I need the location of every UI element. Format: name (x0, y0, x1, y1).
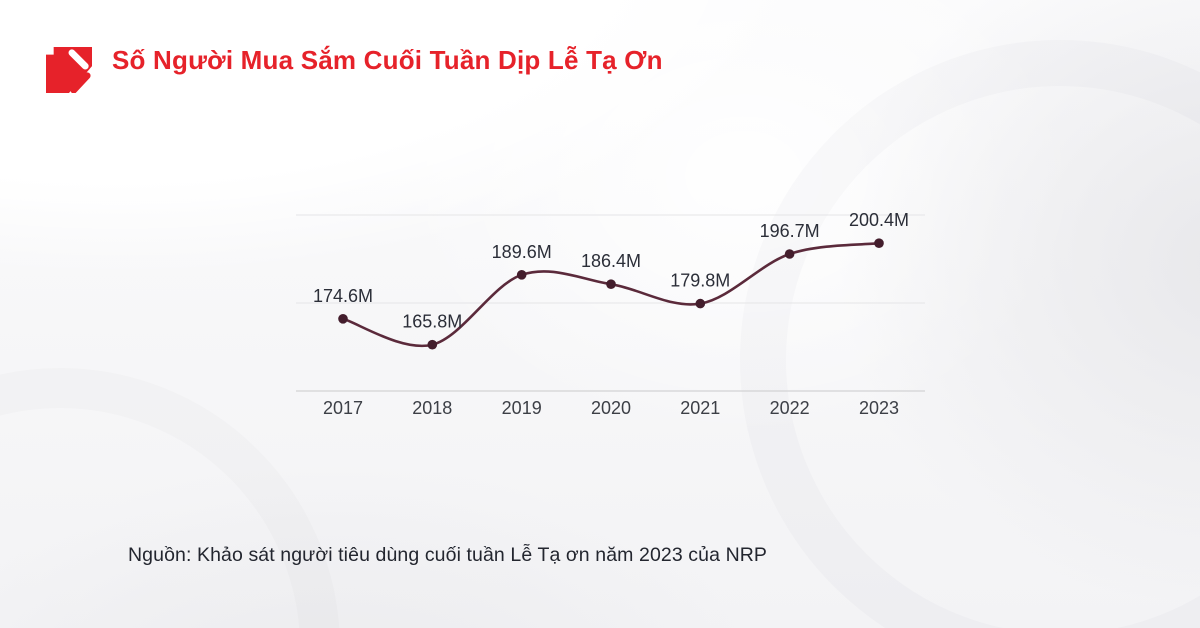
x-tick-label: 2019 (502, 398, 542, 418)
data-point (427, 339, 438, 350)
brand-logo-icon (46, 47, 92, 93)
x-tick-label: 2018 (412, 398, 452, 418)
data-point-label: 189.6M (492, 242, 552, 262)
data-point-label: 179.8M (670, 271, 730, 291)
data-point-label: 174.6M (313, 286, 373, 306)
x-tick-label: 2022 (770, 398, 810, 418)
data-point-label: 186.4M (581, 251, 641, 271)
data-point (606, 279, 616, 290)
x-tick-label: 2020 (591, 398, 631, 418)
data-point (784, 249, 795, 259)
x-tick-label: 2021 (680, 398, 720, 418)
data-point (695, 298, 706, 309)
header: Số Người Mua Sắm Cuối Tuần Dịp Lễ Tạ Ơn (46, 45, 663, 93)
data-point (338, 314, 348, 324)
data-point (516, 270, 527, 280)
data-point-label: 196.7M (760, 221, 820, 241)
data-point-label: 165.8M (402, 312, 462, 332)
x-tick-label: 2017 (323, 398, 363, 418)
data-point-label: 200.4M (849, 210, 909, 230)
data-point (874, 238, 884, 248)
x-tick-label: 2023 (859, 398, 899, 418)
page-title: Số Người Mua Sắm Cuối Tuần Dịp Lễ Tạ Ơn (112, 45, 663, 75)
source-note: Nguồn: Khảo sát người tiêu dùng cuối tuầ… (128, 544, 768, 566)
